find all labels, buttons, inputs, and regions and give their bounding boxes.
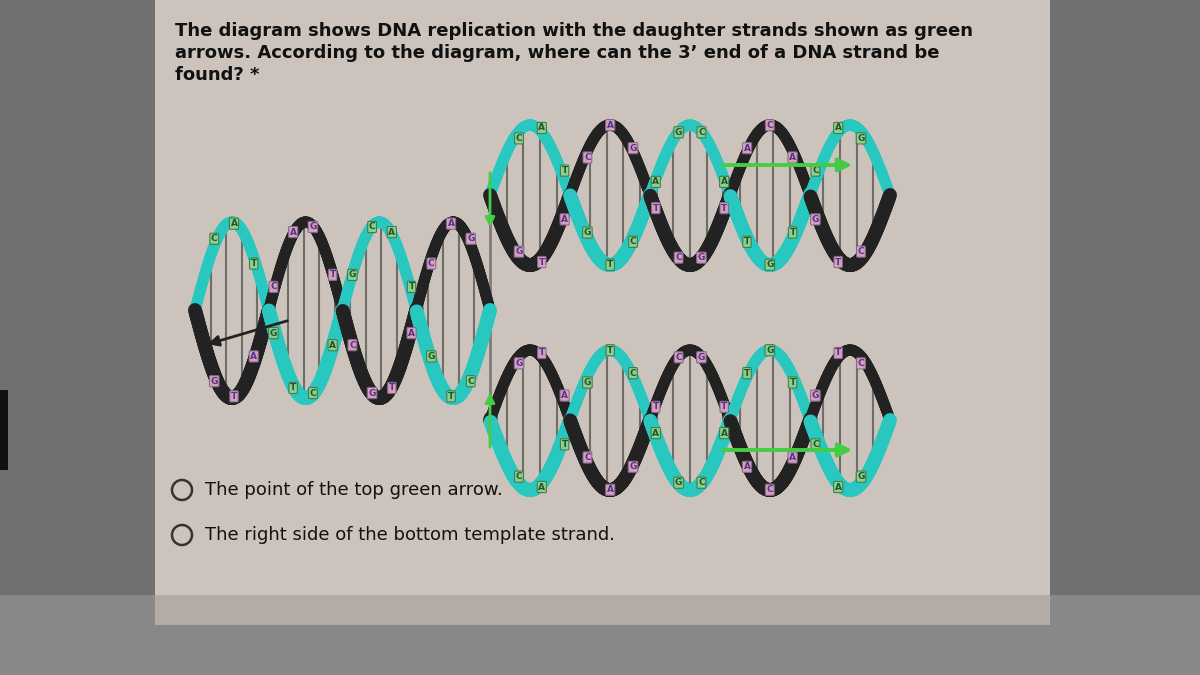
FancyBboxPatch shape	[155, 0, 1050, 595]
FancyBboxPatch shape	[0, 595, 1200, 675]
Text: G: G	[515, 247, 523, 256]
Text: T: T	[653, 402, 659, 411]
Text: The right side of the bottom template strand.: The right side of the bottom template st…	[205, 526, 616, 544]
Text: T: T	[744, 238, 750, 246]
Text: T: T	[607, 346, 613, 355]
Text: C: C	[428, 259, 434, 268]
Text: A: A	[607, 485, 613, 494]
FancyBboxPatch shape	[155, 595, 1050, 625]
FancyBboxPatch shape	[1050, 0, 1200, 620]
Text: found? *: found? *	[175, 66, 259, 84]
Text: T: T	[653, 204, 659, 213]
Text: G: G	[857, 472, 865, 481]
Text: T: T	[790, 228, 796, 237]
FancyBboxPatch shape	[0, 390, 8, 470]
Text: A: A	[721, 429, 727, 437]
Text: G: G	[811, 215, 820, 224]
Text: C: C	[812, 166, 818, 175]
Text: C: C	[270, 282, 277, 292]
Text: T: T	[562, 440, 568, 449]
Text: G: G	[210, 377, 218, 385]
Text: G: G	[766, 261, 774, 269]
Text: T: T	[448, 392, 454, 401]
Text: arrows. According to the diagram, where can the 3’ end of a DNA strand be: arrows. According to the diagram, where …	[175, 44, 940, 62]
Text: C: C	[349, 341, 355, 350]
Text: C: C	[368, 223, 376, 232]
Text: C: C	[516, 134, 522, 143]
Text: A: A	[653, 178, 659, 186]
Text: A: A	[790, 453, 796, 462]
Text: C: C	[858, 359, 864, 368]
Text: T: T	[539, 348, 545, 358]
Text: C: C	[310, 389, 317, 398]
Text: A: A	[539, 124, 545, 132]
Text: G: G	[811, 391, 820, 400]
Text: G: G	[583, 228, 592, 237]
Text: A: A	[448, 219, 455, 228]
Text: A: A	[744, 462, 750, 471]
Text: C: C	[584, 153, 590, 162]
Text: G: G	[583, 378, 592, 387]
Text: T: T	[835, 257, 841, 267]
Text: T: T	[744, 369, 750, 377]
Text: A: A	[389, 227, 395, 236]
Text: A: A	[289, 227, 296, 236]
Text: C: C	[584, 453, 590, 462]
Text: G: G	[697, 253, 706, 262]
Text: C: C	[698, 478, 704, 487]
Text: C: C	[698, 128, 704, 137]
Text: G: G	[629, 144, 637, 153]
Text: The point of the top green arrow.: The point of the top green arrow.	[205, 481, 503, 499]
Text: G: G	[766, 346, 774, 355]
Text: A: A	[251, 352, 257, 361]
Text: T: T	[721, 204, 727, 213]
Text: C: C	[812, 440, 818, 449]
Text: T: T	[607, 261, 613, 269]
Text: T: T	[790, 378, 796, 387]
Text: T: T	[290, 383, 296, 392]
Text: A: A	[721, 178, 727, 186]
Text: G: G	[515, 359, 523, 368]
Text: T: T	[721, 402, 727, 411]
Text: A: A	[744, 144, 750, 153]
Text: C: C	[630, 238, 636, 246]
Text: G: G	[467, 234, 474, 243]
Text: C: C	[767, 485, 773, 494]
FancyBboxPatch shape	[0, 0, 155, 620]
Text: G: G	[310, 223, 317, 232]
Text: G: G	[349, 271, 356, 279]
Text: A: A	[790, 153, 796, 162]
Text: G: G	[368, 389, 376, 398]
Text: A: A	[607, 121, 613, 130]
Text: A: A	[835, 483, 841, 491]
Text: G: G	[427, 352, 434, 361]
Text: C: C	[858, 247, 864, 256]
Text: C: C	[468, 377, 474, 385]
Text: C: C	[211, 234, 217, 243]
Text: A: A	[329, 341, 336, 350]
Text: T: T	[230, 392, 238, 401]
Text: C: C	[767, 121, 773, 130]
Text: G: G	[674, 128, 683, 137]
Text: A: A	[653, 429, 659, 437]
Text: A: A	[230, 219, 238, 228]
Text: The diagram shows DNA replication with the daughter strands shown as green: The diagram shows DNA replication with t…	[175, 22, 973, 40]
Text: T: T	[835, 348, 841, 358]
Text: G: G	[270, 329, 277, 338]
Text: A: A	[562, 391, 568, 400]
Text: C: C	[676, 253, 682, 262]
Text: A: A	[562, 215, 568, 224]
Text: T: T	[330, 271, 336, 279]
Text: T: T	[408, 282, 415, 292]
Text: G: G	[629, 462, 637, 471]
Text: G: G	[857, 134, 865, 143]
Text: A: A	[539, 483, 545, 491]
Text: T: T	[389, 383, 395, 392]
Text: A: A	[835, 124, 841, 132]
Text: T: T	[251, 259, 257, 268]
Text: G: G	[697, 353, 706, 362]
Text: G: G	[674, 478, 683, 487]
Text: C: C	[516, 472, 522, 481]
Text: A: A	[408, 329, 415, 338]
